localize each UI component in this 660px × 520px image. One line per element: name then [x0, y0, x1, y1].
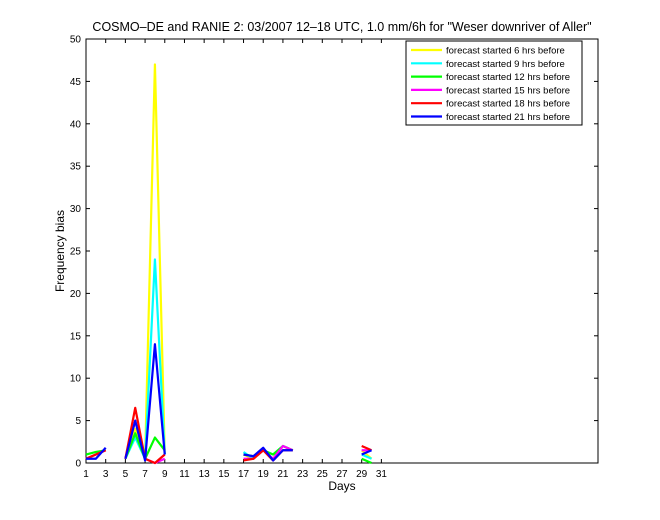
legend-entry: forecast started 12 hrs before	[446, 72, 570, 83]
y-tick-label: 0	[75, 459, 81, 470]
y-tick-label: 50	[70, 35, 82, 46]
x-tick-label: 13	[199, 469, 211, 480]
x-tick-label: 1	[83, 469, 89, 480]
legend-entry: forecast started 9 hrs before	[446, 59, 565, 70]
x-tick-label: 3	[103, 469, 109, 480]
legend-entry: forecast started 6 hrs before	[446, 46, 565, 57]
x-tick-label: 25	[317, 469, 329, 480]
x-tick-label: 29	[356, 469, 368, 480]
x-tick-label: 5	[123, 469, 129, 480]
x-tick-label: 17	[238, 469, 250, 480]
y-tick-label: 5	[75, 416, 81, 427]
x-tick-label: 31	[376, 469, 388, 480]
series-lines	[85, 63, 373, 465]
axis-ticks: 1 3 5 7 9 11 13 15 17 19 21 23 25 27 29 310510152025303…	[70, 35, 598, 480]
legend-box	[405, 40, 583, 126]
x-tick-label: 15	[218, 469, 230, 480]
y-tick-label: 20	[70, 289, 82, 300]
legend-entry: forecast started 18 hrs before	[446, 99, 570, 110]
x-tick-label: 23	[297, 469, 309, 480]
series-line-6	[86, 343, 372, 462]
y-tick-label: 45	[70, 77, 82, 88]
y-tick-label: 10	[70, 374, 82, 385]
x-axis-label: Days	[328, 479, 355, 493]
x-tick-label: 21	[277, 469, 289, 480]
y-tick-label: 40	[70, 119, 82, 130]
y-tick-label: 15	[70, 331, 82, 342]
y-tick-label: 25	[70, 247, 82, 258]
x-tick-label: 27	[336, 469, 348, 480]
x-tick-label: 9	[162, 469, 168, 480]
x-tick-label: 11	[179, 469, 190, 480]
legend-entry: forecast started 21 hrs before	[446, 112, 570, 123]
y-axis-label: Frequency bias	[53, 210, 67, 292]
chart-title: COSMO–DE and RANIE 2: 03/2007 12–18 UTC,…	[92, 20, 591, 34]
y-tick-label: 30	[70, 204, 82, 215]
x-tick-label: 7	[142, 469, 148, 480]
y-tick-label: 35	[70, 162, 82, 173]
x-tick-label: 19	[258, 469, 270, 480]
legend-entry: forecast started 15 hrs before	[446, 85, 570, 96]
legend: forecast started 6 hrs before forecast st…	[405, 40, 583, 126]
